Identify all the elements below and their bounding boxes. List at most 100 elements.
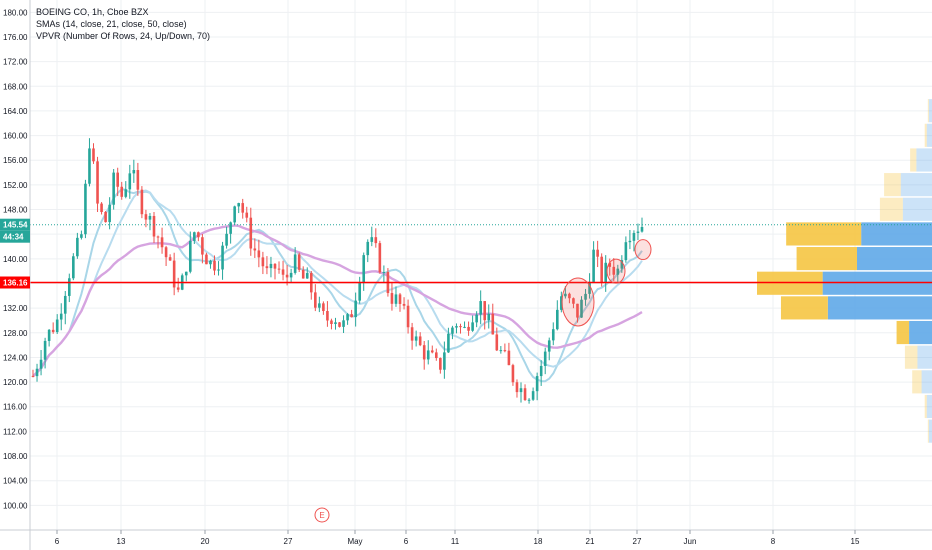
candle-body — [612, 266, 616, 275]
candle-body — [519, 388, 523, 393]
candle-body — [31, 375, 35, 377]
candle-body — [600, 256, 603, 283]
candle-body — [487, 313, 491, 321]
candle-body — [132, 170, 136, 174]
candle-body — [322, 303, 325, 312]
candle-body — [439, 358, 442, 370]
x-tick-label: 8 — [771, 537, 776, 546]
candle-body — [572, 298, 575, 304]
candle-body — [265, 266, 269, 269]
y-tick-label: 180.00 — [3, 8, 28, 17]
y-tick-label: 100.00 — [3, 501, 28, 510]
vp-up-bar — [902, 197, 932, 221]
candle-body — [326, 311, 329, 321]
chart-legend: BOEING CO, 1h, Cboe BZX SMAs (14, close,… — [36, 6, 210, 42]
candle-body — [402, 303, 406, 306]
candle-body — [225, 233, 228, 246]
candle-body — [104, 211, 107, 223]
vp-up-bar — [857, 247, 932, 271]
candle-body — [245, 212, 249, 218]
candle-body — [253, 248, 257, 251]
candle-body — [628, 240, 632, 243]
candle-body — [443, 352, 446, 370]
candle-body — [112, 172, 115, 205]
candle-body — [362, 255, 366, 283]
vp-up-bar — [926, 394, 932, 419]
x-tick-label: May — [347, 537, 362, 546]
x-tick-label: 13 — [117, 537, 126, 546]
earnings-marker-label: E — [319, 511, 324, 520]
candle-body — [168, 257, 172, 261]
y-tick-label: 128.00 — [3, 329, 28, 338]
candle-body — [241, 203, 245, 213]
candle-body — [435, 352, 438, 359]
candle-body — [35, 368, 39, 377]
sma-line — [32, 188, 643, 383]
candle-body — [358, 282, 361, 301]
candle-body — [156, 236, 160, 238]
vp-down-bar — [780, 296, 828, 320]
candle-body — [624, 242, 628, 261]
candle-body — [43, 340, 47, 360]
vp-down-bar — [786, 222, 862, 246]
candle-body — [188, 240, 192, 272]
candle-body — [172, 260, 176, 288]
candle-body — [604, 262, 608, 283]
candle-body — [293, 254, 297, 273]
sma-line — [32, 224, 643, 377]
price-axis: 180.00 176.00 172.00 168.00 164.00 160.00 156.… — [0, 0, 31, 550]
candle-body — [318, 303, 321, 308]
legend-symbol: BOEING CO, 1h, Cboe BZX — [36, 7, 149, 17]
candle-body — [297, 254, 301, 270]
candle-body — [108, 204, 111, 223]
candle-body — [382, 271, 386, 273]
candle-body — [285, 274, 289, 278]
y-tick-label: 168.00 — [3, 82, 28, 91]
candle-body — [495, 334, 499, 351]
candle-body — [354, 300, 357, 318]
candle-body — [96, 161, 99, 204]
candle-body — [334, 322, 337, 324]
vp-up-bar — [928, 99, 932, 123]
candle-body — [164, 247, 168, 258]
y-tick-label: 132.00 — [3, 304, 28, 313]
candle-body — [197, 232, 200, 238]
legend-vpvr: VPVR (Number Of Rows, 24, Up/Down, 70) — [36, 31, 211, 41]
candle-body — [556, 309, 559, 330]
y-tick-label: 152.00 — [3, 181, 28, 190]
candle-body — [547, 340, 551, 352]
vp-down-bar — [884, 173, 901, 197]
candle-body — [592, 249, 595, 282]
candle-body — [277, 268, 281, 270]
candle-body — [124, 189, 128, 197]
x-tick-label: 21 — [586, 537, 595, 546]
vp-up-bar — [928, 419, 932, 443]
y-tick-label: 148.00 — [3, 206, 28, 215]
candle-body — [88, 148, 91, 184]
y-tick-label: 164.00 — [3, 107, 28, 116]
levels — [30, 224, 932, 284]
candle-body — [92, 148, 95, 162]
candle-body — [640, 226, 644, 232]
candle-body — [414, 336, 418, 341]
y-tick-label: 116.00 — [3, 403, 27, 412]
candle-body — [576, 303, 579, 318]
level-price-tag: 136.16 — [3, 279, 28, 288]
x-tick-label: 15 — [851, 537, 860, 546]
candle-body — [398, 294, 402, 304]
candle-body — [430, 350, 434, 353]
candle-body — [84, 183, 87, 235]
vp-down-bar — [910, 148, 917, 172]
candle-body — [59, 313, 63, 320]
candle-body — [176, 287, 180, 290]
candle-body — [140, 189, 144, 215]
candle-body — [418, 336, 422, 346]
vp-up-bar — [827, 296, 932, 320]
vp-up-bar — [900, 173, 932, 197]
candle-body — [160, 237, 164, 248]
highlight-circle — [634, 239, 652, 261]
candle-body — [80, 234, 83, 238]
candle-body — [479, 301, 482, 315]
candle-body — [451, 327, 454, 334]
